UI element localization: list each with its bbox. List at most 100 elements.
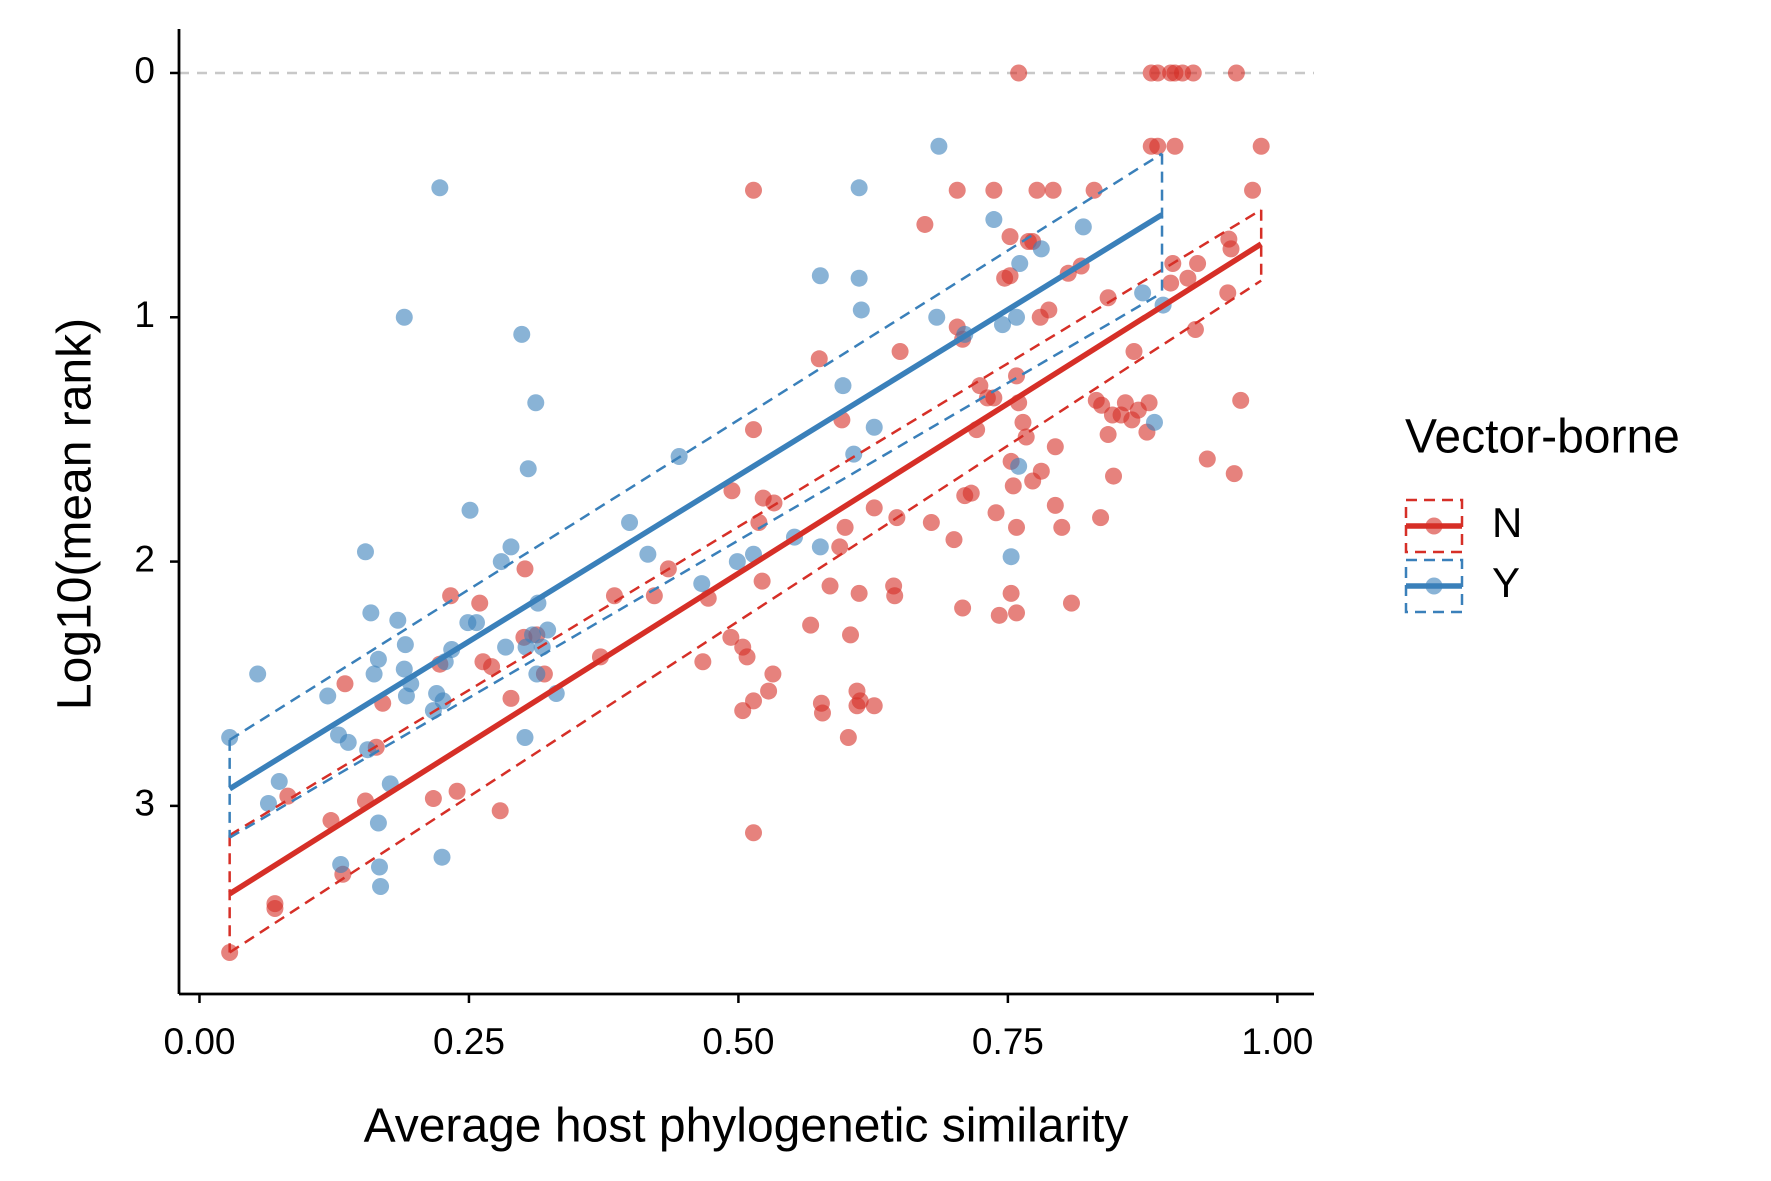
point bbox=[1046, 496, 1064, 514]
point bbox=[1001, 267, 1019, 285]
ci-lower bbox=[228, 152, 1163, 741]
point bbox=[987, 504, 1005, 522]
point bbox=[821, 577, 839, 595]
y-tick-label: 0 bbox=[134, 50, 155, 91]
point bbox=[865, 418, 883, 436]
point bbox=[524, 626, 542, 644]
point bbox=[971, 377, 989, 395]
point bbox=[810, 350, 828, 368]
x-tick-label: 0.50 bbox=[702, 1021, 774, 1062]
point bbox=[764, 665, 782, 683]
point bbox=[395, 660, 413, 678]
fit-line bbox=[228, 241, 1263, 897]
point bbox=[1227, 64, 1245, 82]
point bbox=[502, 538, 520, 556]
point bbox=[467, 614, 485, 632]
point bbox=[811, 267, 829, 285]
point bbox=[621, 513, 639, 531]
point bbox=[745, 824, 763, 842]
point bbox=[1145, 413, 1163, 431]
point bbox=[1010, 64, 1028, 82]
point bbox=[850, 269, 868, 287]
point bbox=[745, 692, 763, 710]
point bbox=[765, 494, 783, 512]
point bbox=[850, 179, 868, 197]
x-tick-label: 1.00 bbox=[1241, 1021, 1313, 1062]
y-tick-label: 2 bbox=[134, 538, 155, 579]
point bbox=[491, 802, 509, 820]
point bbox=[948, 181, 966, 199]
point bbox=[1125, 342, 1143, 360]
point bbox=[492, 553, 510, 571]
point bbox=[319, 687, 337, 705]
point bbox=[1017, 428, 1035, 446]
point bbox=[396, 636, 414, 654]
point bbox=[395, 308, 413, 326]
point bbox=[249, 665, 267, 683]
point bbox=[851, 692, 869, 710]
point bbox=[1232, 391, 1250, 409]
x-tick-label: 0.00 bbox=[163, 1021, 235, 1062]
point bbox=[1099, 426, 1117, 444]
point bbox=[527, 394, 545, 412]
point bbox=[886, 587, 904, 605]
point bbox=[528, 665, 546, 683]
point bbox=[1166, 137, 1184, 155]
point bbox=[1002, 584, 1020, 602]
point bbox=[1116, 394, 1134, 412]
point bbox=[1032, 240, 1050, 258]
point bbox=[370, 858, 388, 876]
point bbox=[1074, 218, 1092, 236]
point bbox=[336, 675, 354, 693]
legend-key-point bbox=[1425, 517, 1443, 535]
point bbox=[760, 682, 778, 700]
point bbox=[1053, 518, 1071, 536]
point bbox=[1010, 457, 1028, 475]
point bbox=[639, 545, 657, 563]
point bbox=[431, 179, 449, 197]
point bbox=[1004, 477, 1022, 495]
point bbox=[865, 697, 883, 715]
point bbox=[389, 611, 407, 629]
point bbox=[1028, 181, 1046, 199]
point bbox=[339, 733, 357, 751]
point bbox=[811, 538, 829, 556]
point bbox=[1162, 274, 1180, 292]
point bbox=[1008, 604, 1026, 622]
point bbox=[1225, 465, 1243, 483]
point bbox=[728, 553, 746, 571]
point bbox=[448, 782, 466, 800]
point bbox=[802, 616, 820, 634]
legend-key-point bbox=[1425, 577, 1443, 595]
point bbox=[734, 702, 752, 720]
point bbox=[1008, 518, 1026, 536]
point bbox=[850, 584, 868, 602]
point bbox=[1001, 228, 1019, 246]
point bbox=[471, 594, 489, 612]
point bbox=[1189, 255, 1207, 273]
y-tick-label: 1 bbox=[134, 294, 155, 335]
point bbox=[1222, 240, 1240, 258]
point bbox=[831, 538, 849, 556]
legend-label: N bbox=[1492, 499, 1522, 546]
point bbox=[745, 181, 763, 199]
point bbox=[1149, 64, 1167, 82]
point bbox=[993, 316, 1011, 334]
point bbox=[834, 377, 852, 395]
point bbox=[985, 181, 1003, 199]
point bbox=[1252, 137, 1270, 155]
point bbox=[369, 650, 387, 668]
point bbox=[221, 728, 239, 746]
point bbox=[497, 638, 515, 656]
point bbox=[356, 543, 374, 561]
point bbox=[424, 790, 442, 808]
point bbox=[259, 794, 277, 812]
point bbox=[539, 621, 557, 639]
point bbox=[694, 653, 712, 671]
x-tick-label: 0.25 bbox=[433, 1021, 505, 1062]
point bbox=[434, 692, 452, 710]
point bbox=[1046, 438, 1064, 456]
point bbox=[266, 899, 284, 917]
ci-lower bbox=[229, 208, 1262, 837]
